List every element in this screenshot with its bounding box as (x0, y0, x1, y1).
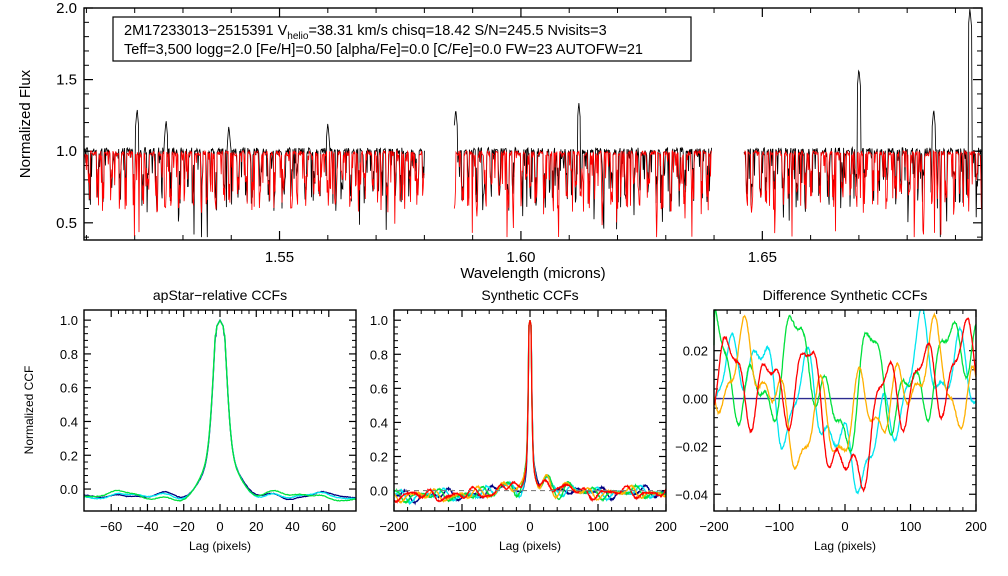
sp0-tick-labels: 1.0 0.8 0.6 0.4 0.2 0.0 −60 −40 −20 0 20 40 60 (60, 313, 336, 534)
main-xlabel: Wavelength (microns) (460, 265, 605, 282)
sp-ytick-label: 0.2 (370, 449, 388, 464)
sp-xtick-label: −100 (765, 519, 794, 534)
annotation-line-2: Teff=3,500 logg=2.0 [Fe/H]=0.50 [alpha/F… (124, 42, 643, 58)
sp-ytick-label: 0.8 (370, 347, 388, 362)
sp0-ylabel: Normalized CCF (22, 366, 36, 455)
sp-ytick-label: 0.2 (60, 448, 78, 463)
annotation-line-1-rest: =38.31 km/s chisq=18.42 S/N=245.5 Nvisit… (308, 23, 606, 39)
main-ytick-label: 1.0 (56, 143, 77, 160)
sp-xtick-label: 40 (285, 519, 299, 534)
observed-spectrum-segment (83, 109, 425, 238)
main-ytick-label: 0.5 (56, 215, 77, 232)
sp-xtick-label: −40 (136, 519, 158, 534)
star-id-prefix: 2M17233013 (124, 23, 209, 39)
star-id-dash: − (209, 23, 217, 39)
sp-xtick-label: 100 (900, 519, 922, 534)
sp-xtick-label: 0 (841, 519, 848, 534)
observed-spectrum-segment (453, 103, 713, 230)
main-xtick-label: 1.55 (265, 249, 294, 266)
sp-xtick-label: 0 (216, 519, 223, 534)
sp1-title: Synthetic CCFs (481, 287, 578, 303)
sp2-plot-frame (713, 309, 977, 512)
sp0-xlabel: Lag (pixels) (189, 539, 251, 553)
star-id-suffix: 2515391 V (217, 23, 287, 39)
sp-xtick-label: −200 (379, 519, 408, 534)
diff-trace-4 (713, 317, 977, 493)
main-xtick-label: 1.60 (506, 249, 535, 266)
ccf-trace-2 (83, 319, 357, 502)
sp-ytick-label: −0.02 (675, 439, 708, 454)
sp1-plot-frame (393, 309, 667, 512)
sp-ytick-label: 0.4 (60, 414, 78, 429)
subpanel-synthetic-ccfs: 1.0 0.8 0.6 0.4 0.2 0.0 −200 −100 0 100 200 Synthe… (370, 287, 677, 553)
vhelio-subscript: helio (287, 31, 309, 42)
main-xtick-label: 1.65 (748, 249, 777, 266)
sp-xtick-label: 60 (322, 519, 336, 534)
sp1-xlabel: Lag (pixels) (499, 539, 561, 553)
spectrum-traces (83, 9, 983, 238)
main-ytick-labels: 2.0 1.5 1.0 0.5 (56, 0, 77, 232)
sp-xtick-label: 20 (249, 519, 263, 534)
main-ytick-label: 2.0 (56, 0, 77, 17)
sp-xtick-label: 100 (587, 519, 609, 534)
main-xtick-labels: 1.55 1.60 1.65 (265, 249, 777, 266)
sp-ytick-label: 0.6 (60, 381, 78, 396)
sp2-ccf-traces (713, 309, 977, 495)
sp-ytick-label: 0.0 (370, 484, 388, 499)
synthetic-spectrum-segment (743, 149, 983, 238)
main-plot-frame (83, 7, 983, 241)
sp-xtick-label: −100 (447, 519, 476, 534)
sp2-tick-labels: 0.02 0.00 −0.02 −0.04 −200 −100 0 100 200 (675, 344, 987, 534)
annotation-box (112, 16, 692, 62)
sp-xtick-label: 200 (655, 519, 677, 534)
main-ylabel: Normalized Flux (17, 69, 34, 178)
sp-xtick-label: 200 (965, 519, 987, 534)
sp1-ccf-traces (393, 320, 667, 506)
diff-trace-1 (714, 309, 977, 495)
sp-ytick-label: 0.00 (683, 392, 708, 407)
synthetic-spectrum-segment (83, 149, 425, 237)
sp-ytick-label: −0.04 (675, 487, 708, 502)
sp-ytick-label: 0.4 (370, 415, 388, 430)
sp2-xlabel: Lag (pixels) (814, 539, 876, 553)
sp-xtick-label: −200 (699, 519, 728, 534)
sp-ytick-label: 1.0 (60, 313, 78, 328)
subpanel-difference-synthetic-ccfs: 0.02 0.00 −0.02 −0.04 −200 −100 0 100 200 Differ… (675, 287, 987, 553)
observed-spectrum-segment (743, 9, 983, 238)
sp1-tick-labels: 1.0 0.8 0.6 0.4 0.2 0.0 −200 −100 0 100 200 (370, 313, 677, 534)
sp-xtick-label: −60 (100, 519, 122, 534)
sp2-title: Difference Synthetic CCFs (763, 287, 928, 303)
sp-ytick-label: 0.02 (683, 344, 708, 359)
sp-ytick-label: 0.0 (60, 482, 78, 497)
sp0-title: apStar−relative CCFs (153, 287, 287, 303)
subpanel-apstar-relative-ccfs: 1.0 0.8 0.6 0.4 0.2 0.0 −60 −40 −20 0 20 40 60 apSta… (22, 287, 357, 553)
synthetic-spectrum-segment (453, 149, 712, 238)
main-ytick-label: 1.5 (56, 72, 77, 89)
sp-xtick-label: 0 (526, 519, 533, 534)
main-spectrum-panel: 2.0 1.5 1.0 0.5 1.55 1.60 1.65 2M17233013−251… (17, 0, 983, 282)
main-axis-ticks (84, 7, 982, 240)
sp-ytick-label: 0.8 (60, 347, 78, 362)
sp-xtick-label: −20 (173, 519, 195, 534)
sp0-plot-frame (83, 309, 357, 512)
sp-ytick-label: 0.6 (370, 381, 388, 396)
annotation-line-1: 2M17233013−2515391 Vhelio=38.31 km/s chi… (124, 23, 607, 42)
ccf-trace-4 (393, 320, 667, 504)
sp0-ccf-traces (83, 318, 357, 502)
sp-ytick-label: 1.0 (370, 313, 388, 328)
